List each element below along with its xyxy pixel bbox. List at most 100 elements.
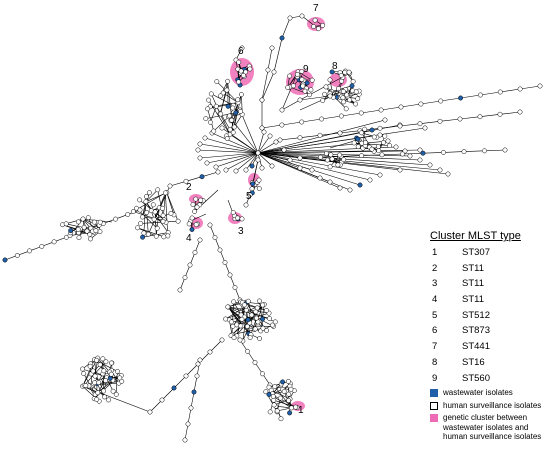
tree-edge xyxy=(261,71,275,101)
wastewater-node xyxy=(189,227,195,232)
wastewater-node xyxy=(245,317,251,323)
human-node xyxy=(188,405,194,411)
tree-edge xyxy=(173,375,187,389)
human-node xyxy=(239,216,245,222)
human-node xyxy=(217,247,223,253)
human-node xyxy=(264,307,269,313)
wastewater-node xyxy=(304,80,310,86)
human-node xyxy=(92,380,98,386)
tree-edge xyxy=(257,152,381,176)
cluster-number: 5 xyxy=(432,309,438,321)
human-node xyxy=(271,69,277,75)
human-node xyxy=(100,356,106,362)
human-node xyxy=(327,164,333,170)
human-node xyxy=(277,137,283,143)
tree-edge xyxy=(227,306,243,320)
tree-edge xyxy=(161,387,175,401)
tree-edge xyxy=(97,357,110,373)
human-node xyxy=(359,153,364,159)
tree-edge xyxy=(381,153,403,156)
human-node xyxy=(338,113,344,119)
tree-edge xyxy=(231,119,259,154)
human-node xyxy=(297,155,303,161)
human-node xyxy=(477,92,483,98)
human-node xyxy=(320,98,326,103)
wastewater-node xyxy=(369,127,375,133)
human-node xyxy=(227,272,233,278)
human-node xyxy=(230,323,236,329)
human-node xyxy=(337,185,343,191)
human-node xyxy=(299,119,305,125)
tree-edge xyxy=(340,155,362,157)
tree-edge xyxy=(267,47,273,71)
human-node xyxy=(299,68,305,74)
tree-edge xyxy=(257,141,277,154)
human-node xyxy=(225,304,231,310)
human-node xyxy=(130,209,136,214)
human-node xyxy=(256,186,262,192)
human-node xyxy=(317,132,323,138)
human-node xyxy=(302,88,308,94)
human-node xyxy=(239,316,245,322)
human-node xyxy=(369,146,375,152)
human-node xyxy=(397,167,403,173)
tree-edge xyxy=(231,319,249,323)
tree-edge xyxy=(133,211,167,223)
tree-edge xyxy=(190,391,195,409)
human-node xyxy=(269,163,275,169)
tree-edge xyxy=(402,152,424,155)
human-node xyxy=(187,262,193,268)
wastewater-node xyxy=(355,136,361,142)
tree-edge xyxy=(499,111,521,115)
human-node xyxy=(422,125,428,131)
human-node xyxy=(281,389,287,394)
tree-edge xyxy=(165,192,169,236)
human-node xyxy=(263,389,269,395)
human-node xyxy=(254,305,260,311)
human-node xyxy=(363,140,368,146)
human-node xyxy=(279,122,285,128)
human-node xyxy=(236,59,242,65)
human-node xyxy=(297,165,303,171)
legend-row: 1 ST307 xyxy=(430,245,548,261)
human-node xyxy=(76,235,82,241)
human-node xyxy=(207,222,213,228)
cluster-number: 9 xyxy=(432,372,438,384)
human-node xyxy=(286,398,292,403)
human-node xyxy=(39,243,45,249)
human-node xyxy=(247,66,253,72)
tree-edge xyxy=(257,124,401,154)
human-node xyxy=(245,298,251,304)
cluster-number: 6 xyxy=(432,325,438,337)
wastewater-node xyxy=(2,257,8,263)
human-node xyxy=(235,97,241,103)
human-node xyxy=(138,220,144,226)
human-node xyxy=(375,144,381,150)
human-node xyxy=(379,152,385,158)
human-node xyxy=(290,83,296,89)
tree-edge xyxy=(149,399,163,413)
human-node xyxy=(146,190,152,196)
wastewater-node xyxy=(68,228,74,234)
human-node xyxy=(267,316,272,321)
human-node xyxy=(97,219,103,225)
tree-edge xyxy=(169,181,187,187)
human-node xyxy=(351,140,357,146)
human-node xyxy=(150,202,156,208)
human-node xyxy=(236,79,242,85)
human-node xyxy=(367,177,373,183)
tree-edge xyxy=(211,132,259,154)
human-node xyxy=(212,235,218,240)
human-node xyxy=(343,106,349,112)
human-node xyxy=(350,79,356,84)
human-node xyxy=(249,312,255,318)
human-node xyxy=(342,69,348,75)
human-node xyxy=(227,127,233,133)
human-node xyxy=(255,157,261,163)
wastewater-node xyxy=(225,103,231,109)
human-node xyxy=(327,179,333,185)
human-node xyxy=(260,325,266,331)
human-node xyxy=(238,68,244,74)
human-node xyxy=(355,96,361,102)
